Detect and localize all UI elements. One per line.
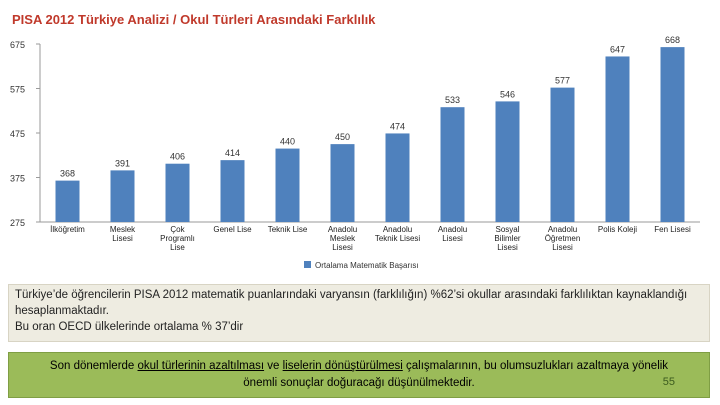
x-category-label: Genel Lise [213,225,252,234]
y-tick-label: 675 [10,40,25,50]
bar-value-label: 533 [445,95,460,105]
bar-value-label: 577 [555,76,570,86]
x-category-label-line: Teknik Lise [268,225,308,234]
y-tick-label: 475 [10,129,25,139]
info-text-line-2: Bu oran OECD ülkelerinde ortalama % 37’d… [15,321,244,333]
note-text-2: ve [264,360,283,372]
note-link-schools-transform: liselerin dönüştürülmesi [282,360,403,372]
bar [220,160,245,222]
x-category-label-line: Anadolu [383,225,412,234]
x-category-label: Anadolu Teknik Lisesi [375,225,421,243]
page-title: PISA 2012 Türkiye Analizi / Okul Türleri… [12,12,376,27]
x-category-label-line: Lisesi [442,234,463,243]
bar-value-label: 668 [665,35,680,45]
x-category-label: İlköğretim [50,225,85,234]
bar-value-label: 647 [610,44,625,54]
bar [605,56,630,223]
bar [165,163,190,222]
bar [275,148,300,222]
x-category-label-line: Lise [170,243,185,252]
bar [660,47,685,223]
bar [385,133,410,222]
x-category-label-line: Lisesi [112,234,133,243]
x-category-label: Anadolu Lisesi [438,225,467,243]
x-category-label-line: Polis Koleji [598,225,637,234]
note-text-3: çalışmalarının, bu olumsuzlukları azaltm… [243,360,669,389]
bar-value-label: 450 [335,132,350,142]
x-category-label-line: Bilimler [494,234,521,243]
page-number: 55 [662,376,675,388]
bar [330,144,355,222]
bar-value-label: 406 [170,152,185,162]
x-category-label: Teknik Lise [268,225,308,234]
x-category-label: Meslek Lisesi [110,225,136,243]
bar-value-label: 440 [280,137,295,147]
bar [550,87,575,222]
x-category-label-line: Öğretmen [545,234,581,243]
x-category-label: Çok Programlı Lise [160,225,195,252]
x-category-label-line: Meslek [330,234,356,243]
bar-value-label: 414 [225,148,240,158]
bar-value-label: 391 [115,158,130,168]
bar [110,170,135,222]
x-category-label: Polis Koleji [598,225,637,234]
x-category-label-line: Anadolu [438,225,467,234]
x-category-label-line: Teknik Lisesi [375,234,421,243]
note-box: Son dönemlerde okul türlerinin azaltılma… [8,352,710,398]
x-category-label-line: Meslek [110,225,136,234]
x-category-label-line: Lisesi [332,243,353,252]
x-category-label: Anadolu Öğretmen Lisesi [545,225,581,252]
legend-label: Ortalama Matematik Başarısı [315,261,419,270]
legend-swatch [304,261,311,268]
bar-value-label: 546 [500,89,515,99]
y-tick-label: 275 [10,218,25,228]
x-category-label-line: Lisesi [497,243,518,252]
info-text-box: Türkiye’de öğrencilerin PISA 2012 matema… [8,284,710,342]
x-category-label-line: İlköğretim [50,225,85,234]
x-category-label-line: Fen Lisesi [654,225,691,234]
bar [55,180,80,222]
bar [440,107,465,222]
bar-chart: 675 575 475 375 275 368 İlköğretim 391 Meslek Lis… [8,34,712,280]
x-category-label: Anadolu Meslek Lisesi [328,225,357,252]
bar-value-label: 474 [390,121,405,131]
x-category-label-line: Programlı [160,234,195,243]
x-category-label-line: Anadolu [548,225,577,234]
y-tick-label: 375 [10,174,25,184]
bar-value-label: 368 [60,169,75,179]
y-tick-label: 575 [10,85,25,95]
x-category-label-line: Anadolu [328,225,357,234]
note-text-1: Son dönemlerde [49,360,138,372]
x-category-label-line: Sosyal [495,225,519,234]
bar [495,101,520,222]
info-text-line-1: Türkiye’de öğrencilerin PISA 2012 matema… [15,289,688,317]
note-link-school-types: okul türlerinin azaltılması [137,360,265,372]
x-category-label-line: Lisesi [552,243,573,252]
x-category-label-line: Çok [170,225,185,234]
x-category-label-line: Genel Lise [213,225,252,234]
x-category-label: Fen Lisesi [654,225,691,234]
x-category-label: Sosyal Bilimler Lisesi [494,225,521,252]
